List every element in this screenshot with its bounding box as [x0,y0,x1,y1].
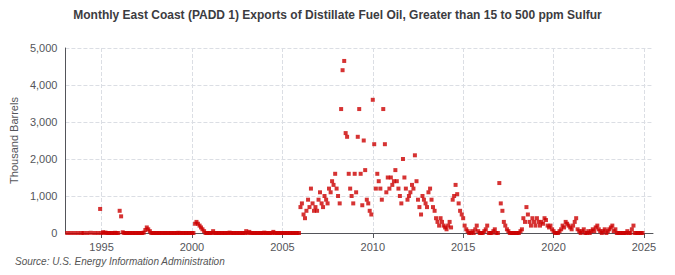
svg-text:1,000: 1,000 [30,190,58,202]
svg-text:2005: 2005 [270,241,294,253]
svg-text:2025: 2025 [632,241,656,253]
svg-text:2010: 2010 [361,241,385,253]
svg-text:2020: 2020 [541,241,565,253]
svg-text:1995: 1995 [89,241,113,253]
svg-text:2,000: 2,000 [30,153,58,165]
svg-text:0: 0 [51,227,57,239]
svg-text:Source: U.S. Energy Informatio: Source: U.S. Energy Information Administ… [15,256,225,267]
svg-text:Thousand Barrels: Thousand Barrels [8,97,20,184]
svg-text:3,000: 3,000 [30,116,58,128]
svg-text:Monthly East Coast (PADD 1) Ex: Monthly East Coast (PADD 1) Exports of D… [73,8,602,22]
svg-text:2015: 2015 [451,241,475,253]
svg-text:5,000: 5,000 [30,42,58,54]
svg-text:2000: 2000 [180,241,204,253]
svg-text:4,000: 4,000 [30,79,58,91]
